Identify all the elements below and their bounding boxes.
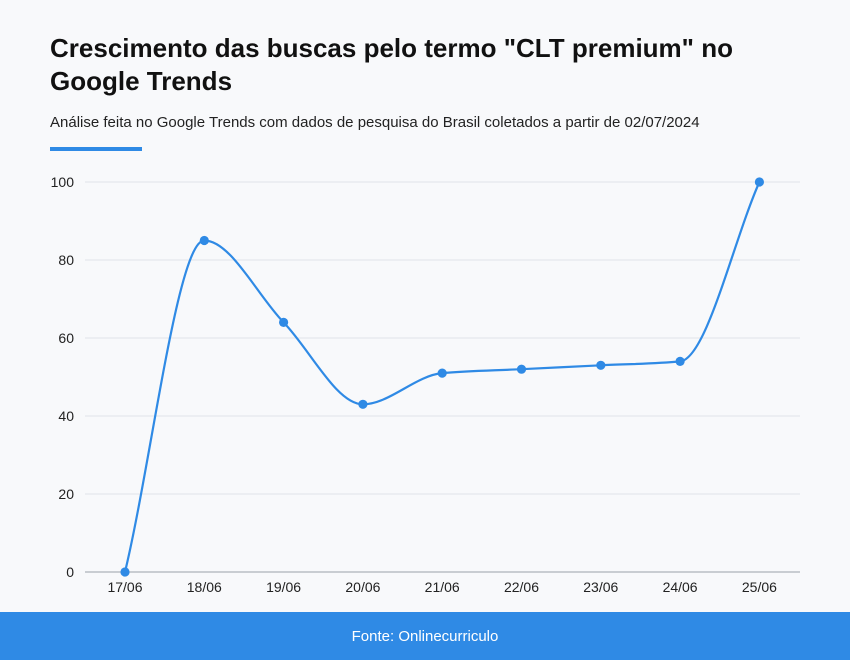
data-point-17-06 <box>120 567 130 577</box>
y-tick-label-20: 20 <box>58 486 74 502</box>
source-footer: Fonte: Onlinecurriculo <box>0 612 850 660</box>
x-tick-label-5: 22/06 <box>504 579 539 595</box>
x-tick-label-4: 21/06 <box>425 579 460 595</box>
y-tick-label-100: 100 <box>51 174 75 190</box>
data-point-24-06 <box>675 356 685 366</box>
x-tick-label-1: 18/06 <box>187 579 222 595</box>
y-axis-ticks: 0 20 40 60 80 100 <box>51 174 75 580</box>
data-point-20-06 <box>358 399 368 409</box>
data-point-19-06 <box>279 317 289 327</box>
data-point-18-06 <box>199 235 209 246</box>
x-tick-label-0: 17/06 <box>107 579 142 595</box>
data-point-21-06 <box>437 368 447 378</box>
y-tick-label-0: 0 <box>66 564 74 580</box>
source-label: Fonte: Onlinecurriculo <box>351 627 499 645</box>
x-tick-label-2: 19/06 <box>266 579 301 595</box>
data-points <box>120 177 765 577</box>
x-tick-label-3: 20/06 <box>345 579 380 595</box>
accent-rule <box>50 147 142 151</box>
series-line-clt-premium <box>123 181 761 573</box>
grid-lines <box>85 181 800 573</box>
y-tick-label-80: 80 <box>58 252 74 268</box>
data-point-25-06 <box>754 177 765 187</box>
y-tick-label-40: 40 <box>58 408 74 424</box>
data-point-22-06 <box>516 364 527 374</box>
x-tick-label-8: 25/06 <box>742 579 777 595</box>
line-chart: 0 20 40 60 80 100 17/06 18/06 19/06 20/06 21/06 22… <box>51 174 800 595</box>
data-point-23-06 <box>596 360 606 370</box>
x-axis-ticks: 17/06 18/06 19/06 20/06 21/06 22/06 23/06 24/06… <box>107 579 777 595</box>
chart-title: Crescimento das buscas pelo termo "CLT p… <box>50 33 733 96</box>
chart-subtitle: Análise feita no Google Trends com dados… <box>50 114 700 131</box>
x-tick-label-7: 24/06 <box>663 579 698 595</box>
x-tick-label-6: 23/06 <box>583 579 618 595</box>
y-tick-label-60: 60 <box>58 330 74 346</box>
